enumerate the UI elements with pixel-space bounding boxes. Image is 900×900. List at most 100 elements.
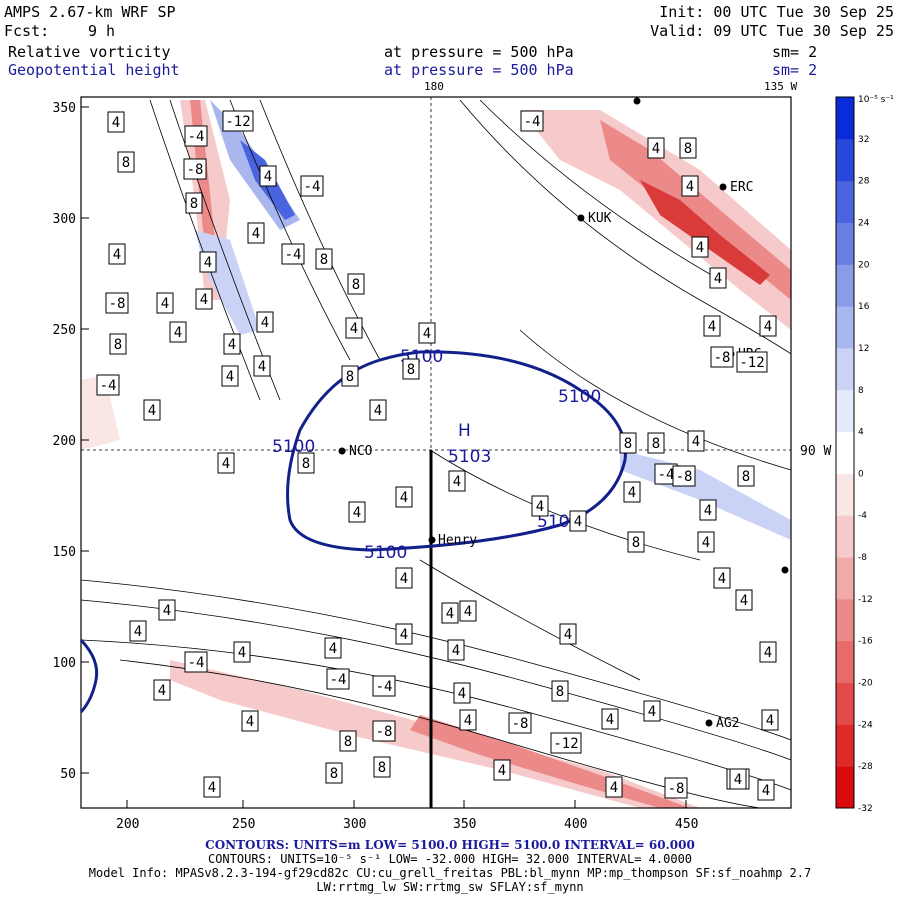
colorbar-label: -12 xyxy=(858,595,873,605)
negative-vorticity-south-core xyxy=(410,715,690,808)
vorticity-label: 8 xyxy=(679,137,697,159)
station-henry: Henry xyxy=(438,533,477,548)
svg-text:4: 4 xyxy=(704,503,712,519)
high-center-value: 5103 xyxy=(448,447,491,467)
vorticity-label: 4 xyxy=(559,623,577,645)
vorticity-label: 4 xyxy=(623,481,641,503)
vorticity-label: -8 xyxy=(508,712,532,734)
colorbar-segment xyxy=(836,598,854,642)
y-tick-250: 250 xyxy=(53,323,76,338)
vorticity-label: 4 xyxy=(169,321,187,343)
svg-text:4: 4 xyxy=(458,686,466,702)
vorticity-label: 8 xyxy=(647,432,665,454)
svg-text:4: 4 xyxy=(174,325,182,341)
svg-text:4: 4 xyxy=(200,292,208,308)
vorticity-label: 4 xyxy=(448,470,466,492)
contours-vorticity-info: CONTOURS: UNITS=10⁻⁵ s⁻¹ LOW= -32.000 HI… xyxy=(207,852,693,866)
colorbar-segment xyxy=(836,389,854,433)
svg-text:-12: -12 xyxy=(739,355,764,371)
colorbar-label: 16 xyxy=(858,302,870,312)
station-nco: NCO xyxy=(349,444,373,459)
svg-text:8: 8 xyxy=(556,684,564,700)
svg-text:4: 4 xyxy=(718,571,726,587)
svg-text:4: 4 xyxy=(374,403,382,419)
vorticity-label: 8 xyxy=(341,365,359,387)
colorbar-frame xyxy=(835,96,855,809)
station-dot xyxy=(428,536,436,544)
svg-text:-4: -4 xyxy=(330,672,347,688)
svg-text:4: 4 xyxy=(222,456,230,472)
vorticity-label: 4 xyxy=(757,779,775,801)
svg-text:-4: -4 xyxy=(304,179,321,195)
svg-text:8: 8 xyxy=(652,436,660,452)
vorticity-label: 4 xyxy=(345,317,363,339)
colorbar-label: 20 xyxy=(858,260,870,270)
svg-text:8: 8 xyxy=(684,141,692,157)
svg-text:8: 8 xyxy=(378,760,386,776)
vorticity-label: -8 xyxy=(710,346,734,368)
colorbar-segment xyxy=(836,682,854,725)
station-ag2: AG2 xyxy=(716,716,739,731)
vorticity-label: 4 xyxy=(453,682,471,704)
colorbar-label: 12 xyxy=(858,344,869,354)
vorticity-label: 4 xyxy=(735,589,753,611)
svg-text:4: 4 xyxy=(536,499,544,515)
svg-text:4: 4 xyxy=(648,704,656,720)
vorticity-label: 4 xyxy=(759,641,777,663)
vorticity-label: 4 xyxy=(256,311,274,333)
colorbar-segment xyxy=(836,347,854,391)
colorbar-label: 0 xyxy=(858,469,864,479)
svg-text:4: 4 xyxy=(400,571,408,587)
vorticity-label: -12 xyxy=(222,110,254,132)
svg-text:4: 4 xyxy=(692,434,700,450)
svg-text:4: 4 xyxy=(452,643,460,659)
x-tick-350: 350 xyxy=(453,817,476,832)
svg-text:4: 4 xyxy=(252,226,260,242)
colorbar-label: 8 xyxy=(858,386,864,396)
vorticity-label: 8 xyxy=(551,680,569,702)
colorbar-label: -16 xyxy=(858,637,873,647)
colorbar-segment xyxy=(836,97,854,140)
vorticity-label: 8 xyxy=(737,465,755,487)
station-dot xyxy=(633,97,641,105)
vorticity-label: 4 xyxy=(687,430,705,452)
svg-text:4: 4 xyxy=(610,780,618,796)
svg-text:4: 4 xyxy=(574,514,582,530)
vorticity-labels: 4-48 -8-124-484-4 84 4-8 4 484 448 444 8 84-44 44 8… xyxy=(96,110,779,801)
vorticity-label: 4 xyxy=(418,322,436,344)
vorticity-label: 4 xyxy=(195,288,213,310)
svg-text:4: 4 xyxy=(329,641,337,657)
station-dot xyxy=(577,214,585,222)
vorticity-label: -8 xyxy=(672,465,696,487)
svg-text:4: 4 xyxy=(464,604,472,620)
svg-text:-4: -4 xyxy=(658,467,675,483)
svg-text:4: 4 xyxy=(226,369,234,385)
geopotential-contour xyxy=(79,350,627,714)
colorbar-label: -4 xyxy=(858,511,867,521)
vorticity-label: 8 xyxy=(373,756,391,778)
colorbar-segment xyxy=(836,640,854,684)
svg-text:4: 4 xyxy=(261,315,269,331)
field2-level: at pressure = 500 hPa xyxy=(384,61,574,79)
vorticity-label: -4 xyxy=(184,125,208,147)
vorticity-label: 8 xyxy=(325,762,343,784)
svg-text:4: 4 xyxy=(148,403,156,419)
vorticity-label: 8 xyxy=(109,333,127,355)
vorticity-label: 4 xyxy=(493,759,511,781)
lon-label-90w: 90 W xyxy=(800,444,831,459)
svg-text:8: 8 xyxy=(320,252,328,268)
svg-text:4: 4 xyxy=(764,319,772,335)
y-tick-200: 200 xyxy=(53,434,76,449)
vorticity-label: 8 xyxy=(185,192,203,214)
field2-name: Geopotential height xyxy=(8,61,180,79)
vorticity-label: 8 xyxy=(117,151,135,173)
x-tick-250: 250 xyxy=(232,817,255,832)
svg-text:8: 8 xyxy=(407,362,415,378)
plot-frame xyxy=(80,96,792,809)
x-tick-400: 400 xyxy=(564,817,587,832)
vorticity-label: -4 xyxy=(654,463,678,485)
svg-text:4: 4 xyxy=(702,535,710,551)
svg-text:-8: -8 xyxy=(187,162,204,178)
svg-text:-8: -8 xyxy=(512,716,529,732)
vorticity-label: 8 xyxy=(315,248,333,270)
